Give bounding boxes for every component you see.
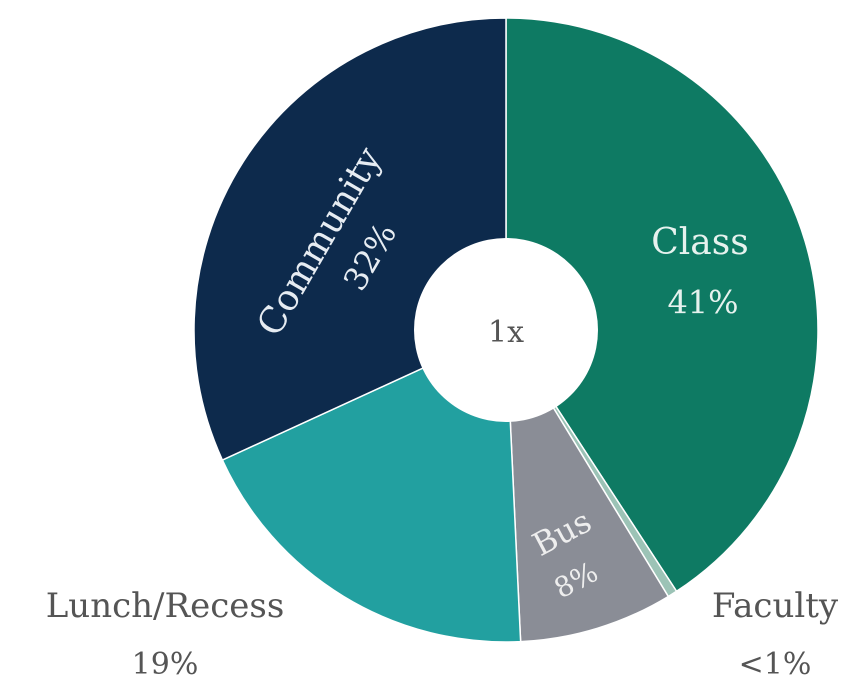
slice-label: Lunch/Recess bbox=[46, 586, 285, 626]
donut-hole bbox=[414, 238, 598, 422]
slice bbox=[221, 328, 522, 643]
center-label: 1x bbox=[488, 315, 524, 350]
slice-label: Class bbox=[651, 222, 748, 263]
slice-label: Faculty bbox=[712, 586, 839, 626]
slice bbox=[505, 17, 819, 593]
value-label: 41% bbox=[667, 284, 738, 322]
value-label: 19% bbox=[132, 647, 199, 682]
value-label: <1% bbox=[739, 647, 812, 682]
